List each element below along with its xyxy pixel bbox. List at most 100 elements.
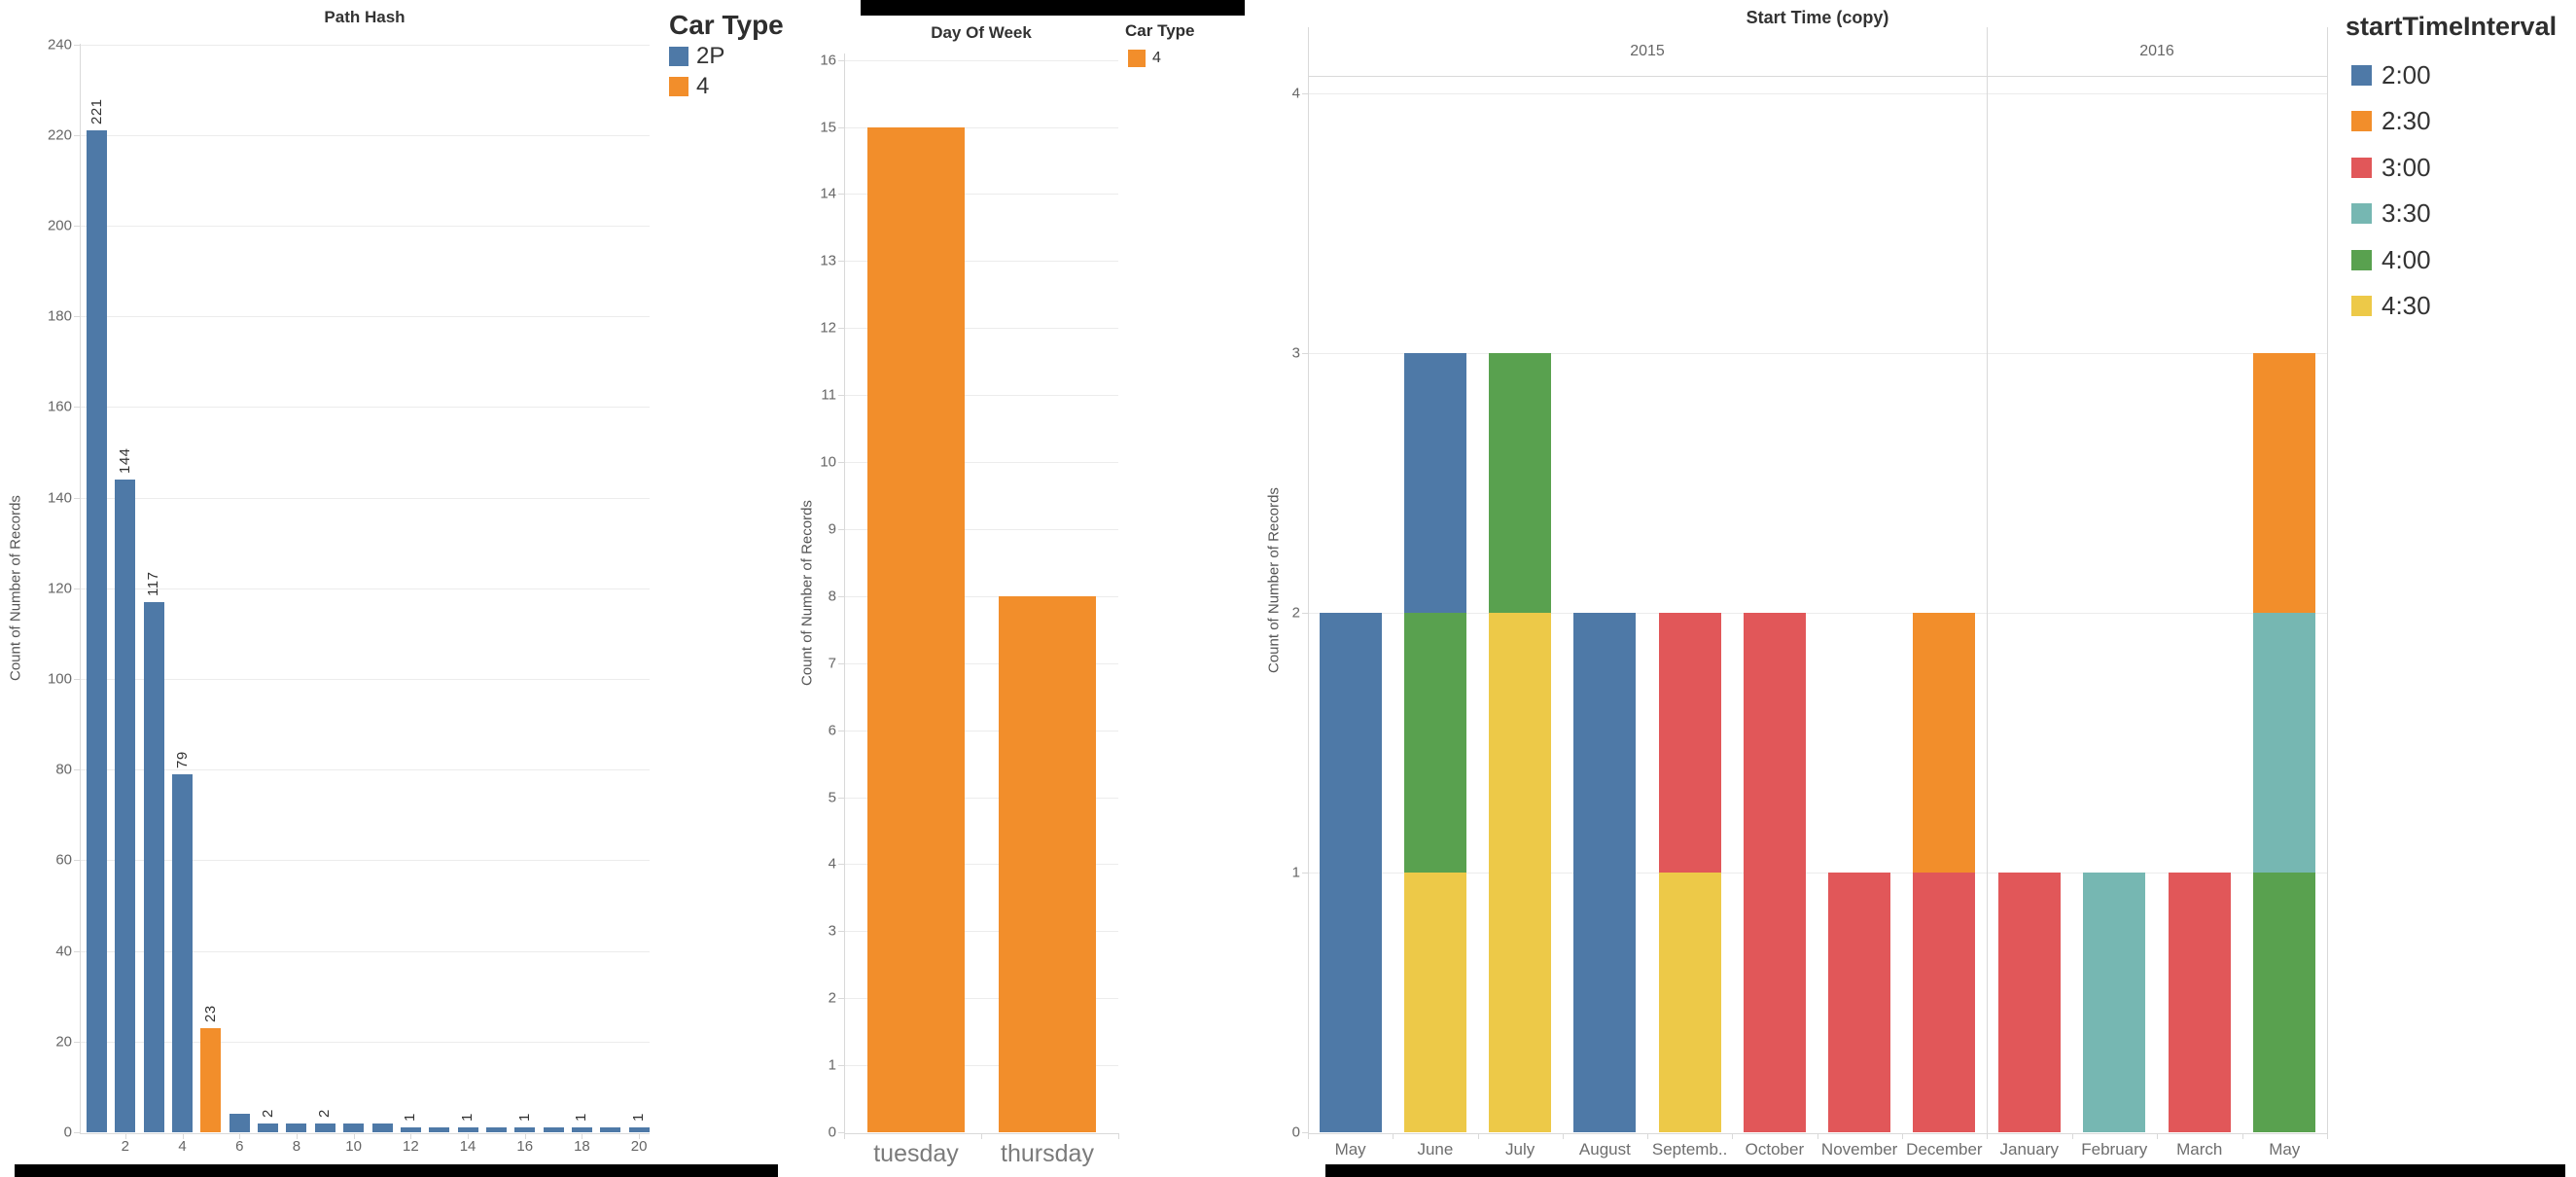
bar-segment-2:00[interactable]: [1319, 613, 1382, 1132]
bar-segment-4:30[interactable]: [1403, 873, 1466, 1132]
bar[interactable]: [867, 126, 965, 1132]
chart-title-path-hash: Path Hash: [324, 8, 406, 26]
x-axis-tick-label: 2: [121, 1138, 130, 1155]
legend-title: startTimeInterval: [2346, 12, 2558, 41]
bar-segment-3:00[interactable]: [1997, 873, 2061, 1132]
legend-item-4[interactable]: 4: [1128, 49, 1161, 68]
bar-segment-4:30[interactable]: [1489, 613, 1552, 1132]
gridline: [844, 395, 1118, 397]
x-axis-tick-mark: [2241, 1133, 2243, 1139]
y-axis-tick-mark: [838, 261, 844, 263]
x-axis-tick-label: 18: [574, 1138, 590, 1155]
gridline: [80, 497, 650, 499]
legend-swatch-icon: [2351, 64, 2372, 86]
bar-segment-3:00[interactable]: [1658, 613, 1721, 873]
y-axis-tick-mark: [74, 679, 80, 680]
year-header-line: [1308, 76, 2327, 77]
y-axis-tick-label: 7: [828, 655, 836, 672]
y-axis-tick-label: 40: [55, 943, 72, 960]
bar[interactable]: [543, 1127, 564, 1132]
bar-segment-3:00[interactable]: [1913, 873, 1976, 1132]
bar[interactable]: [429, 1127, 450, 1132]
y-axis-tick-label: 220: [47, 126, 72, 144]
bar[interactable]: [485, 1127, 507, 1132]
legend-item-2-00[interactable]: 2:00: [2351, 60, 2431, 89]
y-axis-tick-label: 11: [821, 386, 836, 404]
bar-segment-2:30[interactable]: [2253, 353, 2316, 613]
bar-value-label: 144: [116, 447, 133, 474]
legend-item-4-00[interactable]: 4:00: [2351, 245, 2431, 274]
y-axis-tick-label: 100: [47, 670, 72, 688]
y-axis-tick-label: 8: [828, 588, 836, 605]
bar-segment-4:00[interactable]: [1489, 353, 1552, 613]
legend-item-2P[interactable]: 2P: [669, 43, 724, 69]
bar-value-label: 2: [316, 1108, 334, 1118]
bar[interactable]: [115, 479, 136, 1132]
redaction-bar-bottom-right: [1325, 1164, 2565, 1177]
bar-segment-3:00[interactable]: [2168, 873, 2231, 1132]
gridline: [844, 797, 1118, 799]
bar[interactable]: [571, 1127, 592, 1132]
bar[interactable]: [514, 1127, 536, 1132]
legend-item-4[interactable]: 4: [669, 73, 709, 99]
y-axis-tick-mark: [1302, 613, 1308, 614]
gridline: [80, 950, 650, 952]
x-axis-category-label: May: [2269, 1140, 2301, 1159]
legend-item-4-30[interactable]: 4:30: [2351, 291, 2431, 320]
legend-item-label: 4:30: [2382, 291, 2431, 320]
legend-item-2-30[interactable]: 2:30: [2351, 106, 2431, 135]
bar[interactable]: [314, 1123, 335, 1132]
y-axis-tick-mark: [838, 126, 844, 128]
y-axis-tick-label: 10: [820, 453, 836, 471]
bar-segment-4:00[interactable]: [1403, 613, 1466, 873]
bar-segment-2:30[interactable]: [1913, 613, 1976, 873]
bar-segment-3:30[interactable]: [2083, 873, 2146, 1132]
y-axis-tick-mark: [74, 1041, 80, 1043]
bar-segment-4:00[interactable]: [2253, 873, 2316, 1132]
bar-segment-3:00[interactable]: [1828, 873, 1891, 1132]
bar[interactable]: [400, 1127, 421, 1132]
x-axis-tick-mark: [524, 1133, 526, 1139]
gridline: [80, 679, 650, 680]
y-axis-tick-label: 200: [47, 217, 72, 234]
x-axis-tick-label: 8: [292, 1138, 301, 1155]
pane-right-border: [2327, 27, 2328, 1133]
x-axis-category-label: August: [1578, 1140, 1631, 1159]
bar[interactable]: [143, 601, 164, 1132]
x-axis-tick-label: 6: [235, 1138, 244, 1155]
y-axis-tick-mark: [838, 864, 844, 866]
gridline: [844, 931, 1118, 933]
x-axis-tick-mark: [1393, 1133, 1394, 1139]
legend-item-3-00[interactable]: 3:00: [2351, 153, 2431, 182]
bar-segment-2:00[interactable]: [1573, 613, 1637, 1132]
x-axis-tick-mark: [1477, 1133, 1479, 1139]
legend-swatch-icon: [669, 77, 688, 96]
x-axis-tick-mark: [1987, 1133, 1988, 1139]
bar[interactable]: [258, 1123, 279, 1132]
x-axis-tick-mark: [468, 1133, 470, 1139]
y-axis-tick-mark: [838, 1065, 844, 1067]
gridline: [844, 864, 1118, 866]
bar-segment-3:00[interactable]: [1743, 613, 1806, 1132]
bar[interactable]: [371, 1123, 393, 1132]
bar[interactable]: [229, 1114, 250, 1132]
legend-swatch-icon: [1128, 50, 1146, 67]
gridline: [844, 1065, 1118, 1067]
bar-segment-2:00[interactable]: [1403, 353, 1466, 613]
bar[interactable]: [628, 1127, 650, 1132]
bar[interactable]: [172, 773, 194, 1132]
bar[interactable]: [87, 130, 107, 1132]
x-axis-category-label: January: [1999, 1140, 2059, 1159]
legend-item-3-30[interactable]: 3:30: [2351, 198, 2431, 228]
bar[interactable]: [600, 1127, 621, 1132]
bar[interactable]: [999, 595, 1096, 1132]
bar-segment-3:30[interactable]: [2253, 613, 2316, 873]
gridline: [844, 328, 1118, 330]
bar[interactable]: [457, 1127, 478, 1132]
bar[interactable]: [286, 1123, 307, 1132]
chart-title-day-of-week: Day Of Week: [931, 23, 1032, 42]
bar-segment-4:30[interactable]: [1658, 873, 1721, 1132]
x-axis-tick-label: 16: [516, 1138, 534, 1155]
bar[interactable]: [343, 1123, 365, 1132]
bar[interactable]: [200, 1027, 222, 1132]
